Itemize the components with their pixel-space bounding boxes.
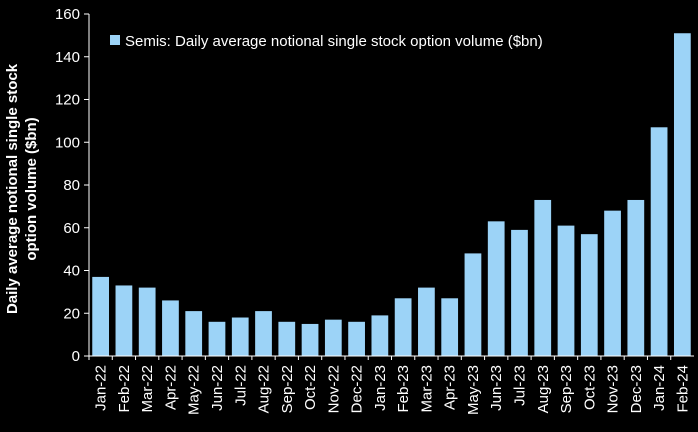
bar-mar-22 — [138, 287, 156, 356]
bar-nov-22 — [324, 319, 342, 356]
bar-jan-24 — [650, 127, 668, 356]
y-tick-label: 140 — [55, 49, 80, 66]
legend-label: Semis: Daily average notional single sto… — [125, 33, 543, 50]
x-tick-label: Jul-23 — [511, 365, 528, 406]
bar-nov-23 — [604, 210, 621, 356]
bar-dec-22 — [348, 321, 365, 356]
x-tick-label: Sep-23 — [558, 365, 575, 413]
bar-feb-24 — [673, 33, 691, 357]
y-axis-ticks: 0 20 40 60 80 100 120 140 160 — [55, 6, 89, 365]
bar-mar-23 — [418, 287, 435, 356]
bar-oct-22 — [301, 323, 319, 356]
x-tick-label: Nov-23 — [605, 365, 622, 413]
y-tick-label: 0 — [72, 348, 80, 365]
x-tick-label: Feb-24 — [674, 365, 691, 413]
x-tick-label: May-23 — [465, 365, 482, 415]
x-tick-label: Aug-23 — [535, 365, 552, 413]
bar-feb-23 — [394, 298, 412, 356]
y-tick-label: 120 — [55, 92, 80, 109]
x-tick-label: Dec-23 — [628, 365, 645, 413]
bar-jan-23 — [371, 315, 389, 356]
y-tick-label: 160 — [55, 6, 80, 23]
x-tick-label: Feb-23 — [395, 365, 412, 413]
legend: Semis: Daily average notional single sto… — [110, 33, 543, 50]
x-tick-label: Aug-22 — [256, 365, 273, 413]
y-tick-label: 60 — [63, 220, 80, 237]
x-tick-label: Mar-23 — [418, 365, 435, 413]
y-tick-label: 80 — [63, 177, 80, 194]
x-tick-label: Jul-22 — [232, 365, 249, 406]
y-axis-title-line-2: option volume ($bn) — [23, 117, 40, 260]
bar-apr-22 — [162, 300, 179, 356]
bar-jun-23 — [487, 221, 505, 356]
x-tick-label: Jan-24 — [651, 365, 668, 411]
y-tick-label: 100 — [55, 134, 80, 151]
y-axis-title-line-1: Daily average notional single stock — [4, 63, 21, 314]
bar-dec-23 — [627, 199, 645, 356]
x-tick-label: May-22 — [186, 365, 203, 415]
bar-aug-22 — [255, 311, 272, 356]
bar-sep-23 — [557, 225, 575, 356]
bar-apr-23 — [441, 298, 459, 356]
bar-jul-23 — [511, 229, 528, 356]
bar-oct-23 — [580, 234, 598, 356]
y-tick-label: 20 — [63, 305, 80, 322]
bar-may-22 — [185, 311, 203, 356]
x-tick-label: Oct-23 — [581, 365, 598, 410]
y-tick-label: 40 — [63, 263, 80, 280]
bar-may-23 — [464, 253, 482, 356]
x-tick-label: Mar-22 — [139, 365, 156, 413]
x-tick-label: Jun-22 — [209, 365, 226, 411]
x-tick-label: Feb-22 — [116, 365, 133, 413]
x-tick-label: Jun-23 — [488, 365, 505, 411]
legend-swatch — [110, 35, 120, 45]
x-tick-label: Apr-23 — [442, 365, 459, 410]
bars-group — [92, 33, 691, 357]
x-tick-label: Nov-22 — [325, 365, 342, 413]
bar-sep-22 — [278, 321, 296, 356]
bar-jun-22 — [208, 321, 226, 356]
x-tick-label: Sep-22 — [279, 365, 296, 413]
x-axis-ticks: Jan-22 Feb-22 Mar-22 Apr-22 May-22 Jun-22 Jul-… — [88, 356, 691, 415]
bar-feb-22 — [115, 285, 133, 356]
x-tick-label: Jan-22 — [93, 365, 110, 411]
bar-aug-23 — [534, 199, 552, 356]
bar-jul-22 — [231, 317, 249, 356]
x-tick-label: Dec-22 — [349, 365, 366, 413]
bar-jan-22 — [92, 276, 110, 356]
y-axis-title-group: Daily average notional single stock opti… — [4, 63, 40, 314]
x-tick-label: Jan-23 — [372, 365, 389, 411]
x-tick-label: Apr-22 — [162, 365, 179, 410]
x-tick-label: Oct-22 — [302, 365, 319, 410]
